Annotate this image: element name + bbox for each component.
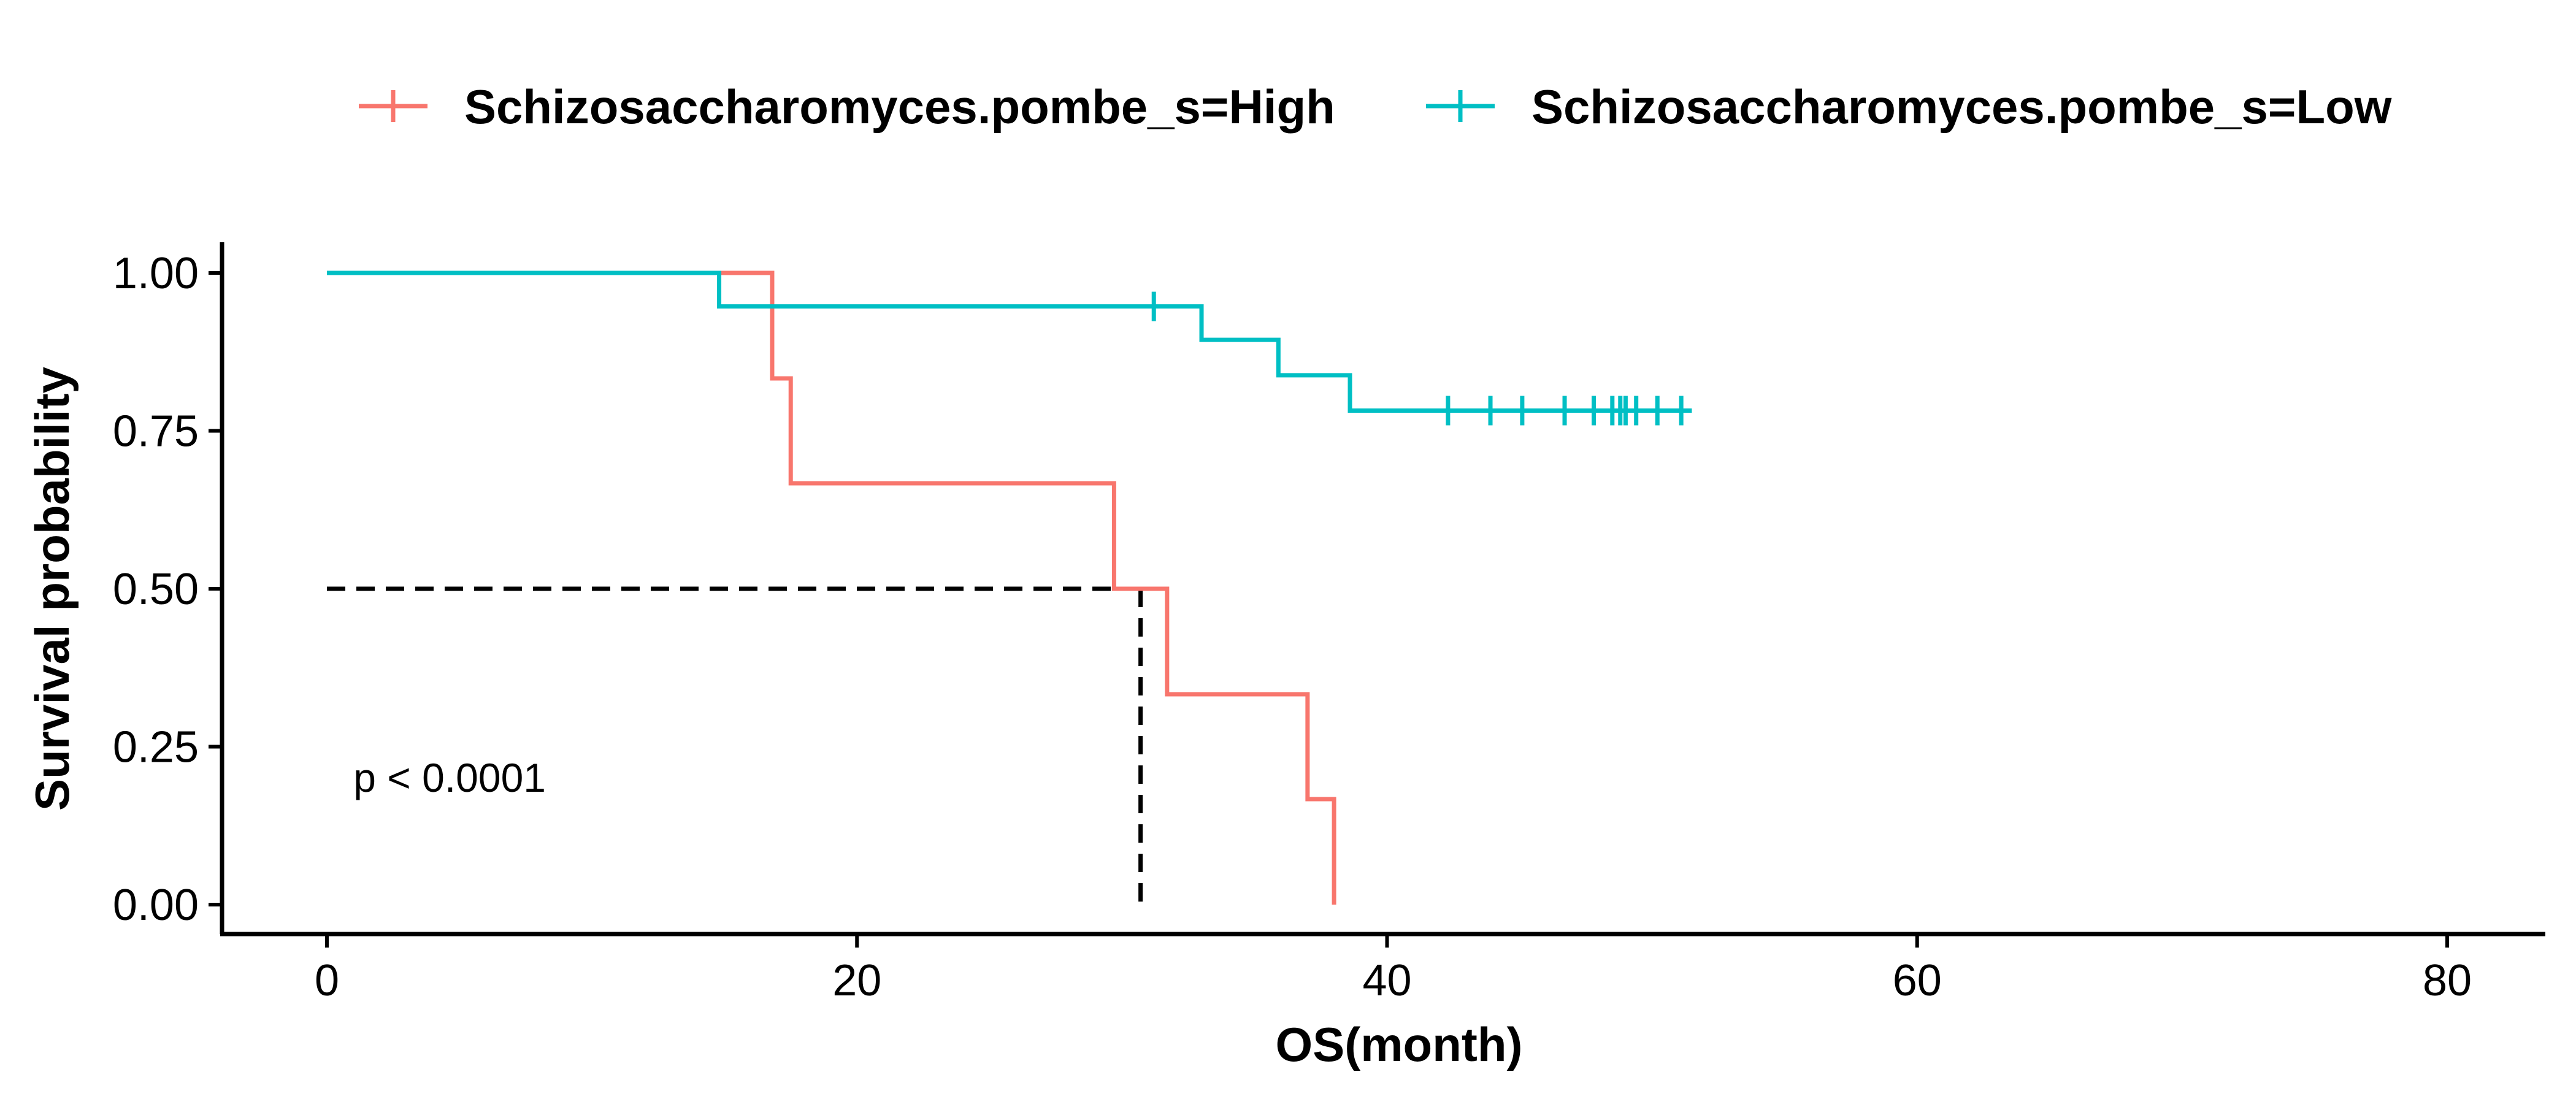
y-tick-label: 0.00 xyxy=(113,881,199,930)
y-tick-label: 0.25 xyxy=(113,723,199,772)
median-lines xyxy=(327,586,1143,905)
y-tick-label: 1.00 xyxy=(113,249,199,298)
x-tick-label: 60 xyxy=(1893,956,1942,1005)
x-tick-label: 80 xyxy=(2423,956,2472,1005)
x-tick-label: 0 xyxy=(315,956,339,1005)
y-tick-label: 0.75 xyxy=(113,407,199,456)
series-layer xyxy=(327,270,1692,905)
p-value-annotation: p < 0.0001 xyxy=(353,755,546,800)
x-axis-title: OS(month) xyxy=(1276,1017,1523,1071)
legend: Schizosaccharomyces.pombe_s=High Schizosa… xyxy=(359,80,2392,134)
survival-curve-high xyxy=(327,270,1336,905)
annotations: p < 0.0001 xyxy=(353,755,546,800)
x-tick-label: 40 xyxy=(1362,956,1411,1005)
y-tick-label: 0.50 xyxy=(113,565,199,614)
x-tick-label: 20 xyxy=(832,956,881,1005)
y-axis-title: Survival probability xyxy=(25,367,79,811)
axes: 0.00 0.25 0.50 0.75 1.00 0 20 40 60 80 OS(month) Su… xyxy=(25,242,2545,1071)
legend-label-high: Schizosaccharomyces.pombe_s=High xyxy=(464,80,1335,134)
legend-label-low: Schizosaccharomyces.pombe_s=Low xyxy=(1531,80,2392,134)
survival-curve-low xyxy=(327,270,1692,413)
